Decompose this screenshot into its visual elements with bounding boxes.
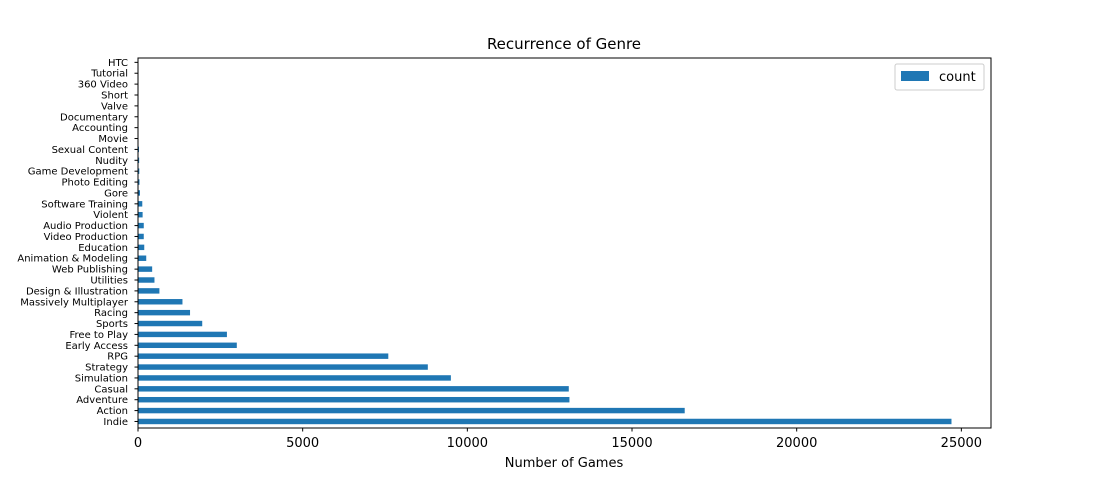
bar-web-publishing [138, 266, 153, 272]
y-ticks-group: IndieActionAdventureCasualSimulationStra… [17, 58, 138, 428]
bar-sports [138, 320, 203, 327]
bar-massively-multiplayer [138, 299, 183, 305]
bar-photo-editing [138, 179, 140, 185]
y-tick-label-software-training: Software Training [41, 199, 128, 210]
x-tick-label-10000: 10000 [447, 436, 488, 451]
legend-swatch [901, 71, 929, 81]
bar-casual [138, 386, 569, 392]
y-tick-label-gore: Gore [104, 188, 128, 199]
bar-utilities [138, 277, 155, 283]
y-tick-label-rpg: RPG [107, 352, 128, 363]
plot-frame [137, 57, 992, 429]
legend-label: count [939, 70, 976, 85]
y-tick-label-sports: Sports [96, 319, 128, 330]
bar-free-to-play [138, 331, 227, 338]
y-tick-label-photo-editing: Photo Editing [61, 178, 128, 189]
bar-nudity [138, 157, 140, 164]
y-tick-label-action: Action [97, 406, 128, 417]
y-tick-label-design-illustration: Design & Illustration [26, 286, 128, 297]
bar-animation-modeling [138, 255, 147, 261]
y-tick-label-utilities: Utilities [90, 276, 128, 287]
y-tick-label-animation-modeling: Animation & Modeling [17, 254, 128, 265]
y-tick-label-documentary: Documentary [60, 112, 128, 123]
y-tick-label-adventure: Adventure [76, 395, 128, 406]
legend: count [894, 63, 985, 91]
chart-title: Recurrence of Genre [487, 35, 641, 53]
x-tick-label-20000: 20000 [776, 436, 817, 451]
bar-early-access [138, 342, 237, 349]
bar-strategy [138, 364, 428, 370]
bar-violent [138, 211, 143, 218]
y-tick-label-audio-production: Audio Production [43, 221, 128, 232]
x-tick-label-25000: 25000 [941, 436, 982, 451]
bars-group [138, 59, 952, 425]
y-tick-label-360-video: 360 Video [78, 80, 128, 91]
y-tick-label-nudity: Nudity [95, 156, 128, 167]
y-tick-label-free-to-play: Free to Play [70, 330, 129, 341]
y-tick-label-education: Education [78, 243, 128, 254]
bar-simulation [138, 375, 451, 381]
bar-education [138, 244, 145, 251]
y-tick-label-movie: Movie [98, 134, 128, 145]
y-tick-label-web-publishing: Web Publishing [52, 265, 128, 276]
y-tick-label-indie: Indie [103, 417, 128, 428]
y-tick-label-valve: Valve [101, 101, 128, 112]
legend-box [894, 63, 985, 91]
x-ticks-group: 0 5000 10000 15000 20000 25000 [134, 428, 982, 451]
x-tick-label-15000: 15000 [611, 436, 652, 451]
bar-audio-production [138, 222, 144, 229]
bar-indie [138, 418, 952, 425]
bar-video-production [138, 233, 144, 240]
bar-adventure [138, 396, 570, 403]
y-tick-label-racing: Racing [94, 308, 128, 319]
y-tick-label-accounting: Accounting [72, 123, 128, 134]
bar-game-development [138, 168, 140, 174]
y-tick-label-simulation: Simulation [75, 373, 128, 384]
y-tick-label-htc: HTC [108, 58, 128, 69]
y-tick-label-sexual-content: Sexual Content [52, 145, 129, 156]
x-tick-label-0: 0 [134, 436, 142, 451]
y-tick-label-tutorial: Tutorial [90, 69, 128, 80]
bar-racing [138, 309, 191, 316]
y-tick-label-game-development: Game Development [28, 167, 128, 178]
y-tick-label-casual: Casual [94, 384, 128, 395]
x-axis-label: Number of Games [505, 456, 624, 471]
bar-gore [138, 190, 140, 196]
y-tick-label-strategy: Strategy [85, 363, 128, 374]
x-tick-label-5000: 5000 [286, 436, 319, 451]
bar-action [138, 407, 685, 414]
y-tick-label-short: Short [101, 91, 128, 102]
y-tick-label-violent: Violent [93, 210, 128, 221]
y-tick-label-early-access: Early Access [65, 341, 128, 352]
bar-rpg [138, 353, 389, 359]
bar-software-training [138, 201, 143, 207]
y-tick-label-video-production: Video Production [44, 232, 128, 243]
bar-design-illustration [138, 288, 160, 294]
y-tick-label-massively-multiplayer: Massively Multiplayer [20, 297, 129, 308]
